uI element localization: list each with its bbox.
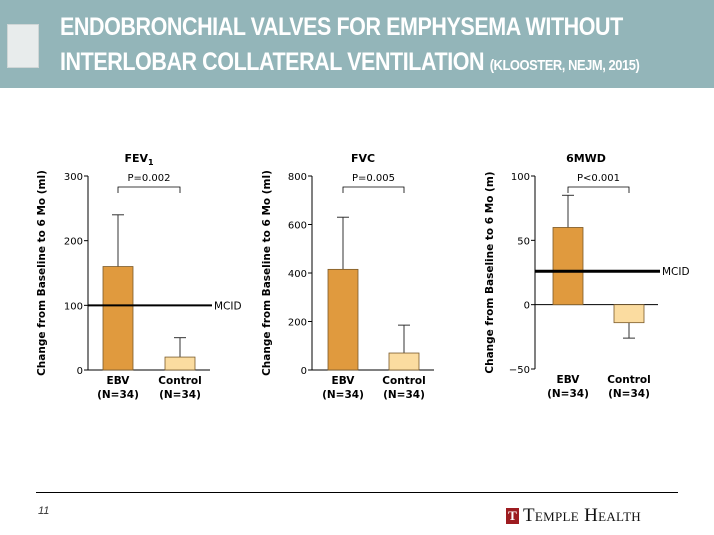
y-tick-label: 200	[64, 237, 83, 248]
category-label: EBV	[107, 375, 131, 387]
page-number: 11	[38, 505, 50, 517]
slide-header: ENDOBRONCHIAL VALVES FOR EMPHYSEMA WITHO…	[0, 0, 714, 88]
slide-title: ENDOBRONCHIAL VALVES FOR EMPHYSEMA WITHO…	[60, 10, 640, 83]
p-value: P=0.002	[127, 173, 170, 184]
citation: (KLOOSTER, NEJM, 2015)	[489, 57, 640, 74]
category-n: (N=34)	[547, 388, 589, 400]
category-label: Control	[382, 375, 425, 387]
y-tick-label: 0	[77, 366, 83, 377]
category-n: (N=34)	[608, 388, 650, 400]
category-n: (N=34)	[97, 389, 139, 401]
category-label: Control	[158, 375, 201, 387]
p-value: P<0.001	[577, 173, 620, 184]
category-label: EBV	[332, 375, 356, 387]
mcid-label: MCID	[662, 266, 690, 278]
bar-control	[613, 304, 645, 324]
bar-ebv	[327, 268, 359, 371]
chart-title: 6MWD	[566, 152, 606, 165]
temple-health-logo: T Temple Health	[506, 505, 641, 527]
p-value-bracket	[117, 186, 181, 193]
chart-title: FVC	[351, 152, 375, 165]
y-axis-label: Change from Baseline to 6 Mo (ml)	[36, 170, 48, 376]
y-tick-label: 800	[288, 172, 307, 183]
y-axis-label: Change from Baseline to 6 Mo (ml)	[261, 170, 273, 376]
y-tick-label: 200	[288, 318, 307, 329]
category-n: (N=34)	[322, 389, 364, 401]
bar-control	[388, 352, 420, 371]
y-tick-label: 0	[301, 366, 307, 377]
y-tick-label: 0	[524, 301, 530, 312]
y-tick-label: 600	[288, 221, 307, 232]
temple-t-icon: T	[506, 508, 519, 524]
bar-ebv	[102, 266, 134, 371]
bar-ebv	[552, 227, 584, 306]
y-tick-label: 100	[511, 172, 530, 183]
title-line-1: ENDOBRONCHIAL VALVES FOR EMPHYSEMA WITHO…	[60, 13, 623, 41]
bar-control	[164, 356, 196, 371]
brand-name: Temple Health	[523, 505, 641, 526]
p-value-bracket	[342, 186, 405, 193]
y-tick-label: 300	[64, 172, 83, 183]
valve-illustration-icon	[7, 24, 39, 68]
chart-title: FEV1	[124, 152, 154, 167]
category-label: Control	[607, 374, 650, 386]
footer-divider	[36, 492, 678, 493]
category-n: (N=34)	[159, 389, 201, 401]
p-value: P=0.005	[352, 173, 395, 184]
y-tick-label: 100	[64, 301, 83, 312]
mcid-label: MCID	[214, 300, 242, 312]
p-value-bracket	[567, 186, 630, 193]
category-n: (N=34)	[383, 389, 425, 401]
title-line-2: INTERLOBAR COLLATERAL VENTILATION	[60, 48, 490, 76]
y-tick-label: −50	[509, 365, 530, 376]
y-tick-label: 400	[288, 269, 307, 280]
y-axis-label: Change from Baseline to 6 Mo (m)	[484, 171, 496, 373]
category-label: EBV	[557, 374, 581, 386]
y-tick-label: 50	[517, 236, 530, 247]
